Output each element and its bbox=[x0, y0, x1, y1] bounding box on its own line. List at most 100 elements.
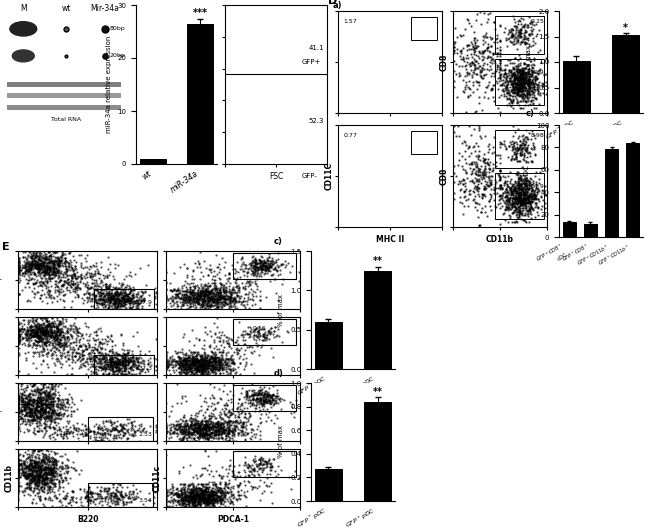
Point bbox=[488, 166, 498, 174]
Point bbox=[211, 284, 222, 293]
Point bbox=[161, 291, 171, 300]
Point bbox=[198, 368, 208, 377]
Point bbox=[19, 485, 29, 494]
Point bbox=[523, 149, 534, 157]
Point bbox=[265, 329, 276, 337]
Point bbox=[192, 437, 203, 445]
Point bbox=[105, 361, 116, 369]
Point bbox=[217, 359, 228, 368]
Point bbox=[43, 329, 53, 338]
Point bbox=[216, 494, 226, 503]
Point bbox=[515, 25, 526, 34]
Point bbox=[26, 475, 36, 484]
Point bbox=[172, 302, 183, 310]
Point bbox=[198, 488, 209, 497]
Point bbox=[478, 32, 489, 40]
Point bbox=[47, 320, 58, 328]
Point bbox=[202, 417, 213, 425]
Point bbox=[44, 264, 54, 273]
Point bbox=[107, 360, 118, 369]
Point bbox=[187, 358, 197, 366]
Point bbox=[458, 76, 468, 85]
Point bbox=[203, 356, 213, 365]
Point bbox=[179, 299, 190, 307]
Point bbox=[36, 389, 46, 397]
Point bbox=[199, 287, 209, 295]
Point bbox=[21, 297, 32, 305]
Point bbox=[100, 355, 110, 363]
Point bbox=[516, 66, 526, 75]
Point bbox=[49, 415, 60, 423]
Point bbox=[13, 466, 23, 474]
Point bbox=[114, 363, 124, 371]
Point bbox=[515, 177, 526, 186]
Point bbox=[477, 64, 488, 72]
Point bbox=[105, 347, 115, 355]
Point bbox=[251, 401, 261, 409]
Point bbox=[264, 384, 274, 392]
Point bbox=[269, 333, 280, 342]
Point bbox=[96, 422, 107, 431]
Point bbox=[188, 354, 199, 363]
Point bbox=[119, 291, 129, 300]
Point bbox=[112, 360, 122, 368]
Point bbox=[534, 186, 544, 195]
Point bbox=[25, 322, 36, 331]
Point bbox=[91, 352, 101, 360]
Point bbox=[194, 484, 204, 493]
Point bbox=[508, 182, 519, 191]
Point bbox=[42, 328, 52, 337]
Point bbox=[171, 290, 181, 298]
Point bbox=[523, 67, 533, 76]
Point bbox=[111, 500, 121, 508]
Point bbox=[247, 391, 257, 400]
Point bbox=[42, 417, 52, 425]
Point bbox=[103, 304, 114, 313]
Point bbox=[126, 363, 136, 371]
Point bbox=[141, 364, 151, 373]
Point bbox=[512, 32, 522, 40]
Point bbox=[179, 493, 190, 502]
Point bbox=[30, 379, 40, 388]
Point bbox=[60, 334, 70, 342]
Point bbox=[124, 282, 135, 290]
Point bbox=[510, 148, 520, 156]
Point bbox=[490, 162, 501, 171]
Point bbox=[75, 271, 86, 279]
Point bbox=[495, 50, 505, 59]
Point bbox=[44, 458, 54, 466]
Point bbox=[67, 493, 77, 501]
Point bbox=[525, 76, 535, 85]
Point bbox=[179, 502, 190, 510]
Point bbox=[271, 392, 281, 401]
Point bbox=[174, 288, 184, 297]
Point bbox=[511, 83, 521, 92]
Point bbox=[61, 270, 72, 279]
Point bbox=[36, 473, 47, 482]
Point bbox=[194, 432, 205, 440]
Point bbox=[523, 212, 533, 220]
Point bbox=[265, 259, 276, 267]
Point bbox=[223, 355, 233, 364]
Point bbox=[512, 80, 522, 88]
Point bbox=[179, 361, 190, 370]
Point bbox=[63, 265, 73, 273]
Point bbox=[200, 490, 210, 498]
Point bbox=[495, 219, 505, 228]
Point bbox=[49, 388, 59, 397]
Point bbox=[18, 325, 29, 333]
Point bbox=[218, 293, 228, 301]
Point bbox=[161, 361, 171, 370]
Point bbox=[79, 351, 90, 359]
Point bbox=[495, 60, 505, 69]
Point bbox=[461, 185, 471, 194]
Point bbox=[31, 251, 42, 259]
Point bbox=[200, 305, 211, 313]
Point bbox=[517, 185, 527, 194]
Point bbox=[45, 330, 55, 339]
Point bbox=[100, 295, 110, 303]
Point bbox=[41, 475, 51, 483]
Point bbox=[39, 502, 49, 510]
Point bbox=[218, 369, 228, 377]
Point bbox=[103, 490, 113, 498]
